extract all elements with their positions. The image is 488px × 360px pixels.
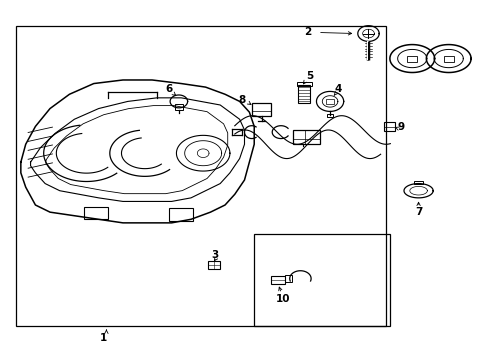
Bar [296, 82, 311, 86]
Text: 5: 5 [305, 71, 313, 81]
Text: 4: 4 [333, 84, 341, 94]
Text: 1: 1 [100, 333, 107, 343]
Text: 6: 6 [165, 84, 172, 94]
Bar [169, 207, 193, 221]
Bar [413, 181, 423, 184]
Text: 8: 8 [238, 95, 245, 105]
Bar [251, 103, 271, 116]
Bar [443, 55, 453, 62]
Bar [292, 130, 319, 144]
Bar [16, 26, 385, 327]
Text: 3: 3 [211, 250, 219, 260]
Bar [207, 261, 220, 269]
Bar [326, 113, 333, 117]
Bar [254, 234, 389, 327]
Bar [285, 275, 291, 282]
Text: 9: 9 [397, 122, 404, 132]
Bar [325, 99, 334, 104]
Bar [84, 207, 108, 219]
Bar [175, 104, 183, 110]
Text: 7: 7 [414, 207, 422, 217]
Bar [383, 122, 394, 131]
Text: 10: 10 [276, 294, 290, 303]
Bar [271, 276, 285, 284]
Bar [407, 55, 416, 62]
Text: 2: 2 [304, 27, 311, 37]
Bar [297, 85, 309, 103]
